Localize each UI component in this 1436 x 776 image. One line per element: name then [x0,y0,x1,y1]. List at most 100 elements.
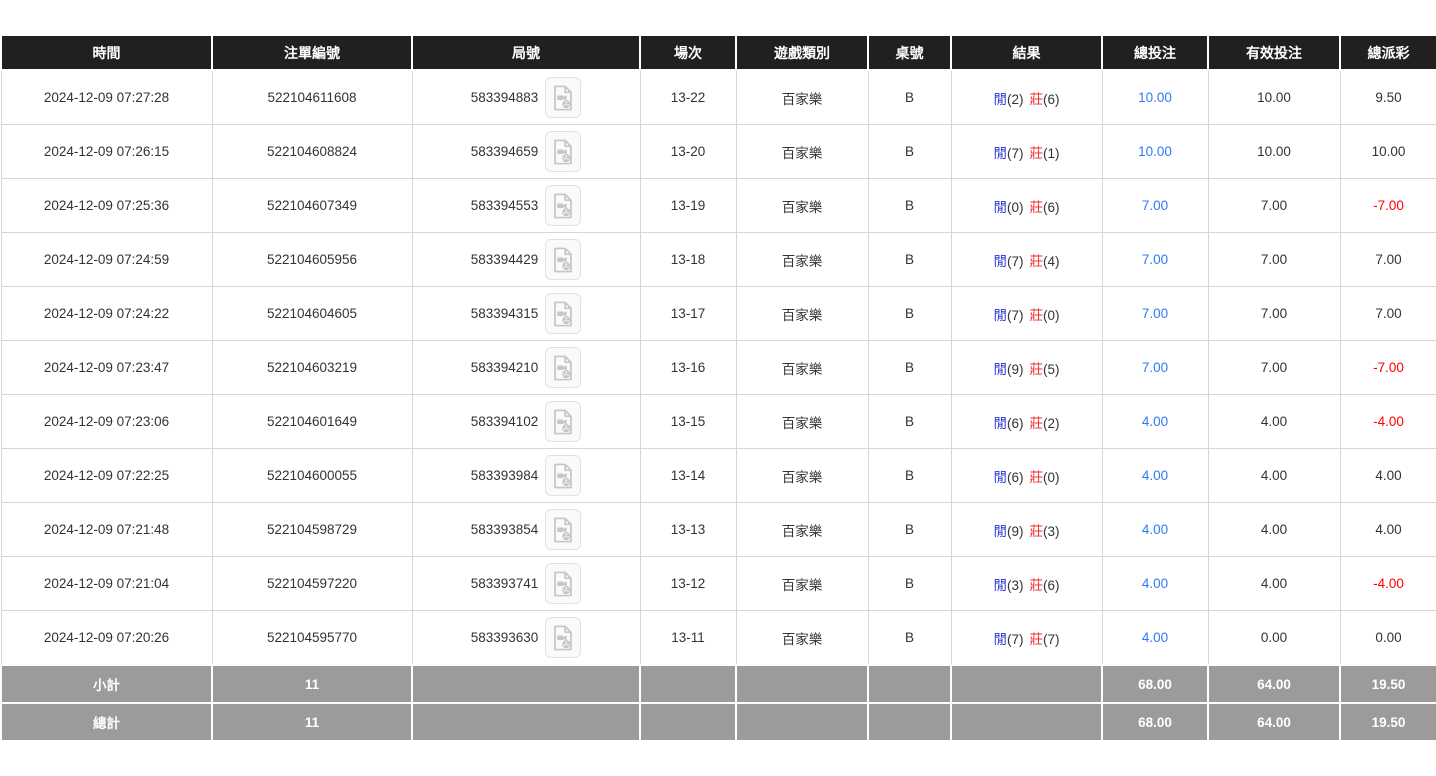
table-number-cell: B [867,610,952,666]
bet-number-cell: 522104608824 [211,124,413,179]
total-bet-value[interactable]: 7.00 [1101,178,1209,233]
total-bet-value[interactable]: 4.00 [1101,502,1209,557]
banker-result-label: 莊 [1029,361,1044,377]
video-replay-icon [550,515,576,545]
session-cell: 13-15 [639,394,737,449]
header-row: 時間 注單編號 局號 場次 遊戲類別 桌號 結果 總投注 有效投注 總派彩 [0,34,1436,71]
video-replay-button[interactable] [545,455,582,496]
round-number: 583394102 [470,414,539,429]
player-result-label: 閒 [993,415,1008,431]
banker-result-value: (3) [1043,523,1060,539]
valid-bet-value: 0.00 [1207,610,1341,666]
video-replay-button[interactable] [545,563,582,604]
game-type-cell: 百家樂 [735,286,869,341]
total-bet-value[interactable]: 10.00 [1101,69,1209,125]
banker-result-value: (1) [1043,145,1060,161]
grand-total-valid-bet: 64.00 [1207,702,1341,742]
video-replay-button[interactable] [545,509,582,550]
result-cell: 閒(6) 莊(2) [950,394,1103,449]
time-cell: 2024-12-09 07:21:48 [0,502,213,557]
valid-bet-value: 7.00 [1207,286,1341,341]
banker-result-value: (0) [1043,307,1060,323]
time-cell: 2024-12-09 07:22:25 [0,448,213,503]
total-bet-value[interactable]: 7.00 [1101,232,1209,287]
valid-bet-value: 4.00 [1207,448,1341,503]
video-replay-button[interactable] [545,77,582,118]
player-result-label: 閒 [993,577,1008,593]
banker-result-label: 莊 [1029,523,1044,539]
game-type-cell: 百家樂 [735,556,869,611]
valid-bet-value: 10.00 [1207,124,1341,179]
time-cell: 2024-12-09 07:20:26 [0,610,213,666]
player-result-label: 閒 [993,199,1008,215]
total-bet-value[interactable]: 7.00 [1101,286,1209,341]
bet-number-cell: 522104604605 [211,286,413,341]
table-row: 2024-12-09 07:20:26 522104595770 5833936… [0,610,1436,666]
round-number-cell: 583394429 [411,232,641,287]
session-cell: 13-12 [639,556,737,611]
bet-history-page: 時間 注單編號 局號 場次 遊戲類別 桌號 結果 總投注 有效投注 總派彩 20… [0,34,1436,742]
banker-result-value: (6) [1043,199,1060,215]
table-row: 2024-12-09 07:22:25 522104600055 5833939… [0,448,1436,503]
time-cell: 2024-12-09 07:24:22 [0,286,213,341]
valid-bet-value: 4.00 [1207,394,1341,449]
result-cell: 閒(2) 莊(6) [950,69,1103,125]
game-type-cell: 百家樂 [735,502,869,557]
total-payout-value: -4.00 [1339,556,1436,611]
table-number-cell: B [867,69,952,125]
player-result-label: 閒 [993,361,1008,377]
total-bet-value[interactable]: 4.00 [1101,610,1209,666]
bet-number-cell: 522104603219 [211,340,413,395]
session-cell: 13-17 [639,286,737,341]
video-replay-icon [550,353,576,383]
total-payout-value: 4.00 [1339,448,1436,503]
bet-records-table: 時間 注單編號 局號 場次 遊戲類別 桌號 結果 總投注 有效投注 總派彩 20… [0,34,1436,742]
table-number-cell: B [867,178,952,233]
player-result-label: 閒 [993,469,1008,485]
total-bet-value[interactable]: 4.00 [1101,448,1209,503]
player-result-value: (6) [1007,415,1024,431]
session-cell: 13-20 [639,124,737,179]
time-cell: 2024-12-09 07:23:47 [0,340,213,395]
round-number-cell: 583393854 [411,502,641,557]
bet-number-cell: 522104598729 [211,502,413,557]
round-number: 583394553 [470,198,539,213]
result-cell: 閒(9) 莊(5) [950,340,1103,395]
video-replay-button[interactable] [545,131,582,172]
video-replay-button[interactable] [545,185,582,226]
total-bet-value[interactable]: 10.00 [1101,124,1209,179]
valid-bet-value: 7.00 [1207,232,1341,287]
subtotal-total-bet: 68.00 [1101,664,1209,704]
banker-result-label: 莊 [1029,145,1044,161]
table-row: 2024-12-09 07:21:48 522104598729 5833938… [0,502,1436,557]
subtotal-valid-bet: 64.00 [1207,664,1341,704]
banker-result-value: (7) [1043,631,1060,647]
col-header-time: 時間 [0,34,213,71]
bet-number-cell: 522104601649 [211,394,413,449]
game-type-cell: 百家樂 [735,394,869,449]
total-bet-value[interactable]: 7.00 [1101,340,1209,395]
player-result-value: (7) [1007,145,1024,161]
total-bet-value[interactable]: 4.00 [1101,394,1209,449]
video-replay-button[interactable] [545,239,582,280]
round-number: 583393741 [470,576,539,591]
time-cell: 2024-12-09 07:21:04 [0,556,213,611]
total-payout-value: 9.50 [1339,69,1436,125]
video-replay-icon [550,569,576,599]
table-row: 2024-12-09 07:21:04 522104597220 5833937… [0,556,1436,611]
valid-bet-value: 4.00 [1207,556,1341,611]
round-number: 583394315 [470,306,539,321]
video-replay-button[interactable] [545,347,582,388]
banker-result-label: 莊 [1029,415,1044,431]
video-replay-button[interactable] [545,293,582,334]
player-result-value: (6) [1007,469,1024,485]
video-replay-button[interactable] [545,617,582,658]
player-result-value: (7) [1007,253,1024,269]
grand-total-count: 11 [211,702,413,742]
total-bet-value[interactable]: 4.00 [1101,556,1209,611]
video-replay-icon [550,191,576,221]
round-number-cell: 583394883 [411,69,641,125]
video-replay-button[interactable] [545,401,582,442]
banker-result-value: (6) [1043,91,1060,107]
game-type-cell: 百家樂 [735,178,869,233]
